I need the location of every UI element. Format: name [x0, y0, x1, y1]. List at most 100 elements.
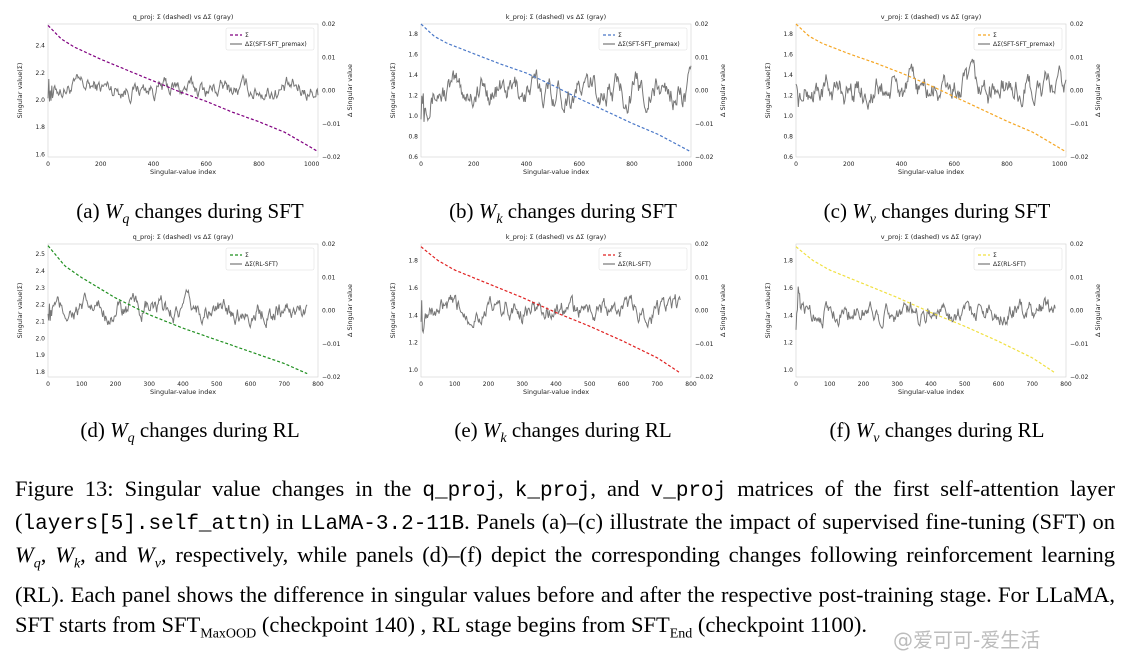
x-tick-label: 200	[843, 161, 855, 168]
x-tick-label: 600	[200, 161, 212, 168]
chart-e: k_proj: Σ (dashed) vs ΔΣ (gray) 0 100 200 30…	[389, 233, 727, 396]
delta-series-line	[47, 288, 308, 330]
caption-suffix: changes during RL	[506, 418, 672, 442]
x-tick-label: 1000	[304, 161, 319, 168]
panel-d: q_proj: Σ (dashed) vs ΔΣ (gray) 0 100 200 30…	[10, 228, 365, 403]
x-tick-label: 0	[46, 161, 50, 168]
legend-delta-label: ΔΣ(RL-SFT)	[618, 261, 651, 268]
legend-sigma-label: Σ	[618, 252, 622, 259]
x-tick-label: 800	[685, 381, 697, 388]
y-tick-label: 2.3	[35, 285, 45, 292]
y-tick-label: 1.2	[408, 93, 418, 100]
y-tick-label: 2.4	[35, 268, 45, 275]
y-tick-label: 1.0	[783, 113, 793, 120]
caption-symbol: W	[135, 542, 155, 567]
x-tick-label: 600	[993, 381, 1005, 388]
caption-symbol: W	[55, 542, 74, 567]
chart-title: q_proj: Σ (dashed) vs ΔΣ (gray)	[133, 233, 234, 241]
delta-series-line	[420, 65, 692, 122]
y-tick-label: 1.8	[783, 257, 793, 264]
y2-tick-label: 0.02	[1070, 241, 1084, 248]
legend-delta-label: ΔΣ(RL-SFT)	[993, 261, 1026, 268]
caption-suffix: changes during SFT	[875, 199, 1051, 223]
caption-symbol: W	[852, 199, 870, 223]
caption-code: k_proj	[514, 480, 591, 503]
delta-series-line	[47, 73, 319, 105]
chart-title: k_proj: Σ (dashed) vs ΔΣ (gray)	[506, 233, 606, 241]
panel-b: k_proj: Σ (dashed) vs ΔΣ (gray) 0 200 400 60…	[383, 8, 738, 183]
y2-tick-label: 0.01	[1070, 274, 1084, 281]
y-tick-label: 1.6	[783, 285, 793, 292]
caption-subscript: End	[669, 626, 693, 641]
x-tick-label: 400	[148, 161, 160, 168]
caption-suffix: changes during SFT	[502, 199, 677, 223]
legend-sigma-label: Σ	[245, 32, 249, 39]
y2-tick-label: −0.01	[322, 341, 341, 348]
x-tick-label: 400	[177, 381, 189, 388]
y2-tick-label: −0.02	[695, 154, 714, 161]
x-tick-label: 0	[794, 161, 798, 168]
panel-e: k_proj: Σ (dashed) vs ΔΣ (gray) 0 100 200 30…	[383, 228, 738, 403]
x-tick-label: 800	[253, 161, 265, 168]
caption-subscript: v	[869, 212, 876, 228]
x-tick-label: 500	[584, 381, 596, 388]
y-tick-label: 1.2	[783, 340, 793, 347]
caption-prefix: (e)	[454, 418, 483, 442]
caption-prefix: (c)	[823, 199, 853, 223]
y-axis-label: Singular value(Σ)	[389, 283, 397, 339]
y2-tick-label: 0.02	[1070, 21, 1084, 28]
y2-axis-label: Δ Singular value	[1094, 64, 1102, 117]
caption-suffix: changes during RL	[879, 418, 1045, 442]
y-tick-label: 0.6	[408, 154, 418, 161]
caption-subscript: k	[500, 431, 507, 447]
y2-tick-label: −0.02	[1070, 154, 1089, 161]
legend-delta-label: ΔΣ(RL-SFT)	[245, 261, 278, 268]
legend-delta-label: ΔΣ(SFT-SFT_premax)	[245, 41, 307, 48]
y2-tick-label: 0.00	[695, 88, 709, 95]
y2-tick-label: −0.01	[1070, 121, 1089, 128]
caption-text: , and	[590, 476, 651, 501]
y-tick-label: 1.6	[783, 52, 793, 59]
sigma-series-line	[795, 23, 1067, 153]
caption-code: v_proj	[650, 480, 727, 503]
delta-series-line	[795, 286, 1056, 330]
y-tick-label: 1.8	[35, 369, 45, 376]
y-axis-label: Singular value(Σ)	[764, 283, 772, 339]
x-tick-label: 200	[468, 161, 480, 168]
y2-tick-label: −0.01	[695, 341, 714, 348]
y-axis-label: Singular value(Σ)	[389, 63, 397, 119]
y2-tick-label: 0.00	[1070, 88, 1084, 95]
y-tick-label: 2.5	[35, 251, 45, 258]
chart-title: q_proj: Σ (dashed) vs ΔΣ (gray)	[133, 13, 234, 21]
x-tick-label: 800	[626, 161, 638, 168]
y2-axis-label: Δ Singular value	[719, 64, 727, 117]
x-axis-label: Singular-value index	[898, 168, 964, 176]
sigma-series-line	[420, 246, 681, 374]
caption-prefix: (a)	[76, 199, 105, 223]
y-tick-label: 1.2	[783, 93, 793, 100]
y-tick-label: 0.6	[783, 154, 793, 161]
sigma-series-line	[795, 246, 1056, 374]
caption-a: (a) Wq changes during SFT	[10, 199, 370, 228]
x-tick-label: 700	[279, 381, 291, 388]
y2-tick-label: 0.02	[322, 21, 336, 28]
chart-title: v_proj: Σ (dashed) vs ΔΣ (gray)	[881, 233, 981, 241]
y2-tick-label: 0.00	[322, 308, 336, 315]
x-tick-label: 0	[794, 381, 798, 388]
legend-box	[973, 247, 1063, 271]
caption-b: (b) Wk changes during SFT	[383, 199, 743, 228]
caption-subscript: q	[33, 556, 41, 572]
y2-tick-label: 0.00	[695, 308, 709, 315]
caption-text: (checkpoint 140) , RL stage begins from …	[256, 611, 670, 637]
legend-box	[225, 27, 315, 51]
x-tick-label: 600	[245, 381, 257, 388]
x-tick-label: 700	[652, 381, 664, 388]
y2-tick-label: −0.02	[695, 374, 714, 381]
y2-tick-label: 0.01	[322, 54, 336, 61]
x-tick-label: 600	[618, 381, 630, 388]
y-tick-label: 1.6	[408, 52, 418, 59]
y-tick-label: 1.0	[783, 367, 793, 374]
y2-tick-label: 0.01	[1070, 54, 1084, 61]
y-tick-label: 2.0	[35, 335, 45, 342]
caption-subscript: q	[122, 212, 130, 228]
